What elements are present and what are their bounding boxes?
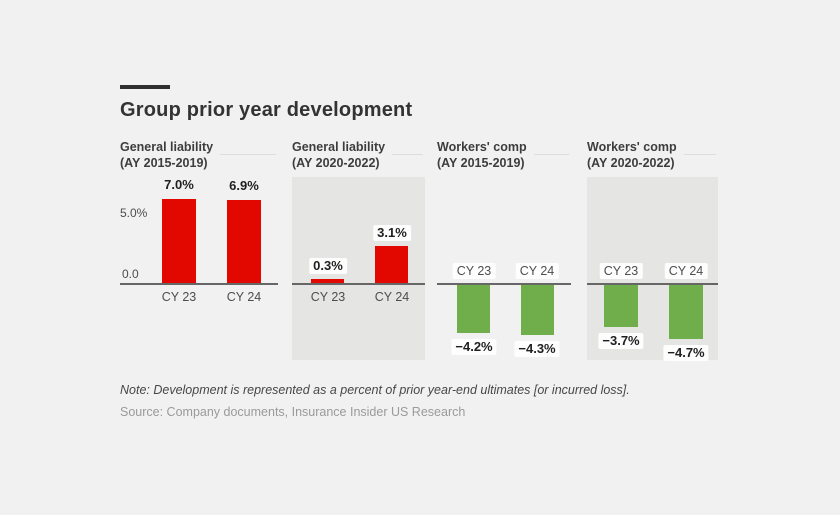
zero-baseline bbox=[587, 283, 718, 285]
header-rule bbox=[392, 142, 423, 155]
zero-baseline bbox=[437, 283, 571, 285]
title-kicker-bar bbox=[120, 85, 170, 89]
zero-baseline bbox=[292, 283, 425, 285]
bar-cy24 bbox=[375, 246, 408, 283]
bar-cy23 bbox=[162, 199, 196, 283]
bar-cy23 bbox=[604, 283, 638, 327]
note-text: Note: Development is represented as a pe… bbox=[120, 383, 630, 397]
panel-title-line1: Workers' comp bbox=[437, 140, 527, 154]
zero-baseline bbox=[120, 283, 278, 285]
y-axis-tick-0: 0.0 bbox=[122, 267, 139, 281]
bar-value-label: −4.7% bbox=[663, 345, 709, 361]
panel-header: General liability (AY 2020-2022) bbox=[292, 139, 425, 171]
y-axis-tick-5: 5.0% bbox=[120, 206, 148, 220]
panel-header: Workers' comp (AY 2015-2019) bbox=[437, 139, 571, 171]
panel-gl-2015-2019: General liability (AY 2015-2019) 5.0% 0.… bbox=[120, 139, 278, 360]
panel-title-line2: (AY 2020-2022) bbox=[587, 156, 675, 170]
panel-title-line2: (AY 2015-2019) bbox=[120, 156, 208, 170]
header-rule bbox=[533, 142, 569, 155]
panel-title-line2: (AY 2020-2022) bbox=[292, 156, 380, 170]
bar-cy23 bbox=[311, 279, 344, 283]
source-text: Source: Company documents, Insurance Ins… bbox=[120, 405, 466, 419]
x-category-label: CY 24 bbox=[515, 263, 559, 279]
bar-cy24 bbox=[521, 283, 554, 335]
panel-wc-2020-2022: Workers' comp (AY 2020-2022) CY 23 CY 24… bbox=[587, 139, 718, 361]
bar-value-label: 7.0% bbox=[164, 177, 194, 192]
panel-header: Workers' comp (AY 2020-2022) bbox=[587, 139, 718, 171]
bar-value-label: 3.1% bbox=[373, 225, 411, 241]
panel-title-line1: General liability bbox=[292, 140, 386, 154]
x-category-label: CY 23 bbox=[452, 263, 496, 279]
bar-cy23 bbox=[457, 283, 490, 333]
x-category-label: CY 23 bbox=[599, 263, 643, 279]
bar-cy24 bbox=[669, 283, 703, 339]
bar-cy24 bbox=[227, 200, 261, 283]
page-title: Group prior year development bbox=[120, 99, 413, 121]
panel-header: General liability (AY 2015-2019) bbox=[120, 139, 278, 171]
header-rule bbox=[683, 142, 716, 155]
panel-title-line1: General liability bbox=[120, 140, 214, 154]
bar-value-label: −4.2% bbox=[451, 339, 497, 355]
panel-gl-2020-2022: General liability (AY 2020-2022) 0.3% 3.… bbox=[292, 139, 425, 360]
bar-value-label: 6.9% bbox=[229, 178, 259, 193]
panel-title-line2: (AY 2015-2019) bbox=[437, 156, 525, 170]
bar-value-label: −3.7% bbox=[598, 333, 644, 349]
panel-title-line1: Workers' comp bbox=[587, 140, 677, 154]
panel-wc-2015-2019: Workers' comp (AY 2015-2019) CY 23 CY 24… bbox=[437, 139, 571, 360]
bar-value-label: 0.3% bbox=[309, 258, 347, 274]
x-category-label: CY 24 bbox=[226, 290, 262, 304]
x-category-label: CY 24 bbox=[664, 263, 708, 279]
bar-value-label: −4.3% bbox=[514, 341, 560, 357]
x-category-label: CY 24 bbox=[374, 290, 410, 304]
x-category-label: CY 23 bbox=[161, 290, 197, 304]
x-category-label: CY 23 bbox=[310, 290, 346, 304]
header-rule bbox=[220, 142, 276, 155]
